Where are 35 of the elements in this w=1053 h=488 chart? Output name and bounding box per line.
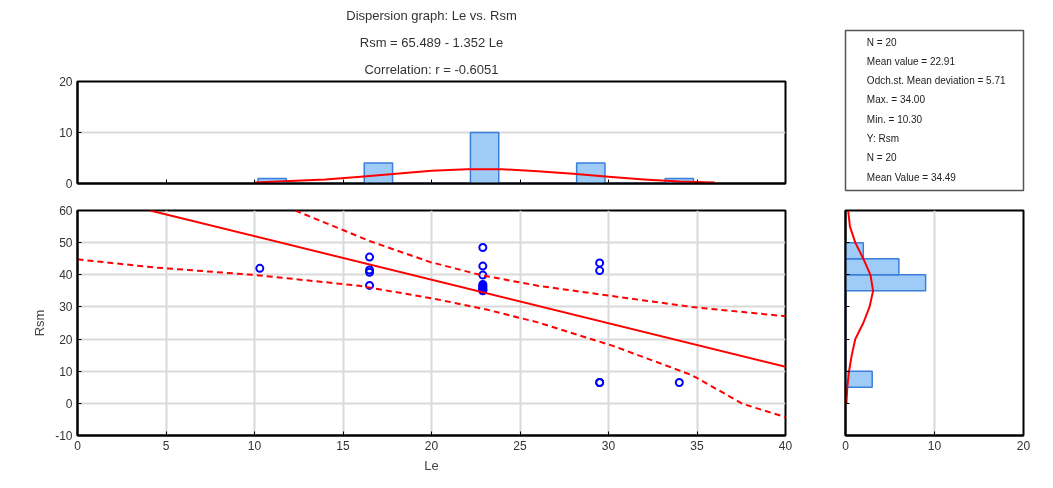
y-tick-label: 20 xyxy=(59,75,73,89)
y-tick-label: 40 xyxy=(59,268,73,283)
x-tick-label: 20 xyxy=(424,438,439,453)
y-tick-label: 50 xyxy=(59,236,73,251)
y-tick-label: 0 xyxy=(65,177,73,191)
y-tick-label: 10 xyxy=(59,126,73,140)
y-tick-label: 60 xyxy=(59,204,73,218)
y-axis-title: Rsm xyxy=(32,309,48,337)
text: Y: Rsm xyxy=(866,132,900,144)
x-tick-label: 0 xyxy=(842,438,850,453)
y-tick-label: 0 xyxy=(65,396,73,411)
x-tick-label: 25 xyxy=(513,438,527,453)
text: Mean value = 22.91 xyxy=(866,55,956,67)
x-tick-label: 5 xyxy=(162,438,170,453)
text: Max. = 34.00 xyxy=(866,94,926,106)
chart-subtitle: Rsm = 65.489 - 1.352 Le xyxy=(359,34,504,50)
x-tick-label: 40 xyxy=(778,438,793,453)
text: N = 20 xyxy=(866,36,898,48)
text: Odch.st. Mean deviation = 5.71 xyxy=(866,75,1006,87)
chart-title: Dispersion graph: Le vs. Rsm xyxy=(346,7,517,23)
y-tick-label: 10 xyxy=(59,364,73,379)
x-tick-label: 20 xyxy=(1016,438,1031,453)
x-tick-label: 10 xyxy=(927,438,942,453)
text: Min. = 10.30 xyxy=(866,113,923,125)
x-tick-label: 35 xyxy=(690,438,704,453)
x-tick-label: 10 xyxy=(247,438,262,453)
x-axis-title: Le xyxy=(424,457,439,473)
y-tick-label: -10 xyxy=(55,429,73,443)
y-tick-label: 30 xyxy=(59,300,73,315)
y-tick-label: 20 xyxy=(59,332,73,347)
x-tick-label: 30 xyxy=(601,438,616,453)
text: Correlation: r = -0.6051 xyxy=(364,61,499,77)
text: Mean Value = 34.49 xyxy=(866,171,957,183)
x-tick-label: 15 xyxy=(336,438,350,453)
text: N = 20 xyxy=(866,152,898,164)
